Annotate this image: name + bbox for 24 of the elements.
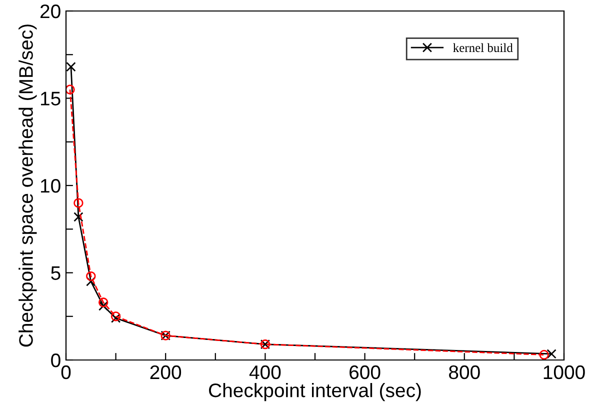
point bbox=[98, 298, 108, 308]
x-tick-label: 200 bbox=[150, 365, 182, 380]
point bbox=[66, 62, 76, 72]
y-tick-label: 15 bbox=[40, 92, 60, 106]
point bbox=[546, 349, 556, 359]
point bbox=[86, 276, 96, 286]
x-tick-label: 800 bbox=[449, 365, 480, 380]
point bbox=[74, 212, 84, 222]
y-tick-label: 20 bbox=[40, 4, 60, 18]
x-tick-label: 400 bbox=[249, 365, 281, 380]
point bbox=[539, 350, 549, 360]
y-axis-title: Checkpoint space overhead (MB/sec) bbox=[18, 24, 37, 347]
x-tick-label: 0 bbox=[61, 365, 71, 380]
y-tick-label: 10 bbox=[40, 178, 60, 193]
x-tick-label: 1000 bbox=[544, 365, 585, 380]
point bbox=[74, 198, 84, 208]
legend-label: kernel build bbox=[453, 43, 513, 52]
x-axis-title: Checkpoint interval (sec) bbox=[209, 382, 421, 402]
point bbox=[98, 301, 108, 311]
point bbox=[66, 84, 75, 94]
x-tick-label: 600 bbox=[350, 365, 380, 380]
y-tick-label: 0 bbox=[51, 353, 60, 368]
point bbox=[86, 271, 96, 282]
y-tick-label: 5 bbox=[51, 266, 60, 280]
